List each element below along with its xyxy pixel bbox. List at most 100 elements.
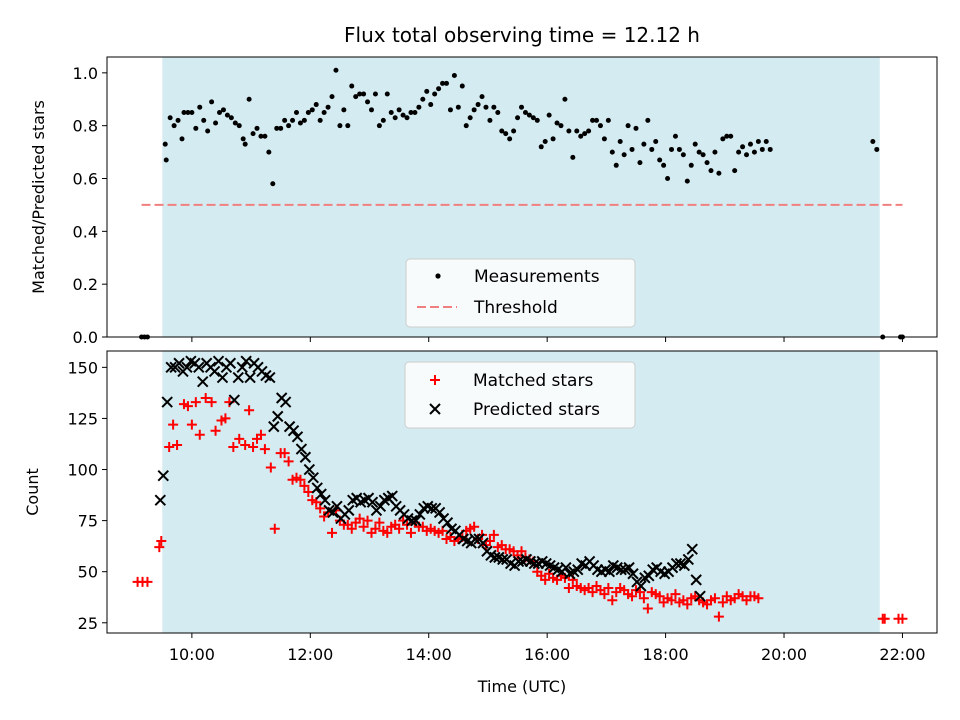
predicted-star-point [319,494,331,506]
measurement-point [550,136,556,142]
matched-star-point [358,521,369,532]
measurement-point [163,157,169,163]
top-axes: 0.0 0.2 0.4 0.6 0.8 1.0 Matched/Predicted sta… [29,56,938,347]
measurement-point [526,112,532,118]
legend-matched-label: Matched stars [473,371,593,391]
measurement-point [530,115,536,121]
measurement-point [228,115,234,121]
measurement-point [676,146,682,152]
matched-star-point [382,527,393,538]
measurement-points [139,67,905,340]
measurement-point [412,109,418,115]
measurement-point [522,109,528,115]
measurement-point [491,104,497,110]
xtick-label: 18:00 [643,645,689,664]
matched-star-point [206,397,217,408]
predicted-star-point [228,394,241,406]
matched-star-point [156,536,167,547]
measurement-point [471,107,477,113]
matched-star-point [405,527,416,538]
measurement-point [755,139,761,145]
predicted-star-point [366,496,379,508]
measurement-point [633,125,639,131]
measurement-point [728,133,734,139]
matched-star-point [255,429,266,440]
measurement-point [197,104,203,110]
top-y-ticks: 0.0 0.2 0.4 0.6 0.8 1.0 [73,64,107,347]
xtick-label: 20:00 [761,645,807,664]
measurement-point [250,131,256,137]
matched-star-point [897,613,908,624]
measurement-point [254,125,260,131]
measurement-point [400,112,406,118]
predicted-star-point [232,371,244,384]
top-legend: Measurements Threshold [405,258,636,328]
top-ytick-label: 1.0 [73,64,98,83]
measurement-point [179,136,185,142]
bottom-y-ticks: 25 50 75 100 125 150 [67,358,107,633]
measurement-point [185,109,191,115]
xtick-label: 10:00 [169,645,215,664]
measurement-point [665,176,671,182]
matched-star-point [228,442,239,453]
measurement-point [621,152,627,158]
measurement-point [317,117,323,123]
measurement-point [700,152,706,158]
measurement-point [380,117,386,123]
measurement-point [463,123,469,129]
measurement-point [692,141,698,147]
matched-star-point [200,393,211,403]
measurement-point [224,112,230,118]
bottom-legend: Matched stars Predicted stars [404,361,636,429]
measurement-point [162,141,168,147]
measurement-point [747,141,753,147]
measurement-point [724,133,730,139]
measurement-point [361,91,367,97]
predicted-star-point [208,365,221,378]
measurement-point [209,99,215,105]
matched-star-point [682,599,693,610]
measurement-point [467,115,473,121]
measurement-point [712,149,718,155]
measurement-point [447,107,453,113]
measurement-point [669,146,675,152]
matched-star-point [190,397,201,408]
measurement-point [645,117,651,123]
measurement-point [201,117,207,123]
predicted-star-point [603,565,616,578]
predicted-star-point [623,561,635,574]
top-ytick-label: 0.2 [73,275,98,294]
predicted-star-point [291,431,304,443]
measurement-point [444,80,450,86]
measurement-point [396,107,402,113]
matched-star-point [627,591,638,602]
matched-star-point [540,574,551,585]
measurement-point [372,91,378,97]
top-legend-box [405,258,636,328]
measurement-point [436,86,442,92]
measurement-point [325,104,331,110]
predicted-star-point [469,533,481,545]
measurement-point [708,168,714,174]
measurement-point [293,109,299,115]
measurement-point [246,96,252,102]
measurement-point [459,83,465,89]
predicted-star-point [690,574,702,586]
measurement-point [313,102,319,108]
measurement-point [609,149,615,155]
matched-star-point [753,593,764,604]
measurement-point [558,123,564,129]
matched-star-point [220,413,231,424]
measurement-point [205,128,211,134]
matched-star-point [469,521,480,532]
top-y-axis-label: Matched/Predicted stars [29,100,48,294]
predicted-star-point [425,502,438,515]
bot-ytick-label: 100 [67,461,98,480]
predicted-star-point [181,361,193,374]
measurement-point [479,94,485,100]
matched-star-point [240,440,251,450]
matched-star-point [142,576,153,587]
measurement-point [653,139,659,145]
predicted-star-point [343,504,355,517]
predicted-star-point [236,361,248,374]
